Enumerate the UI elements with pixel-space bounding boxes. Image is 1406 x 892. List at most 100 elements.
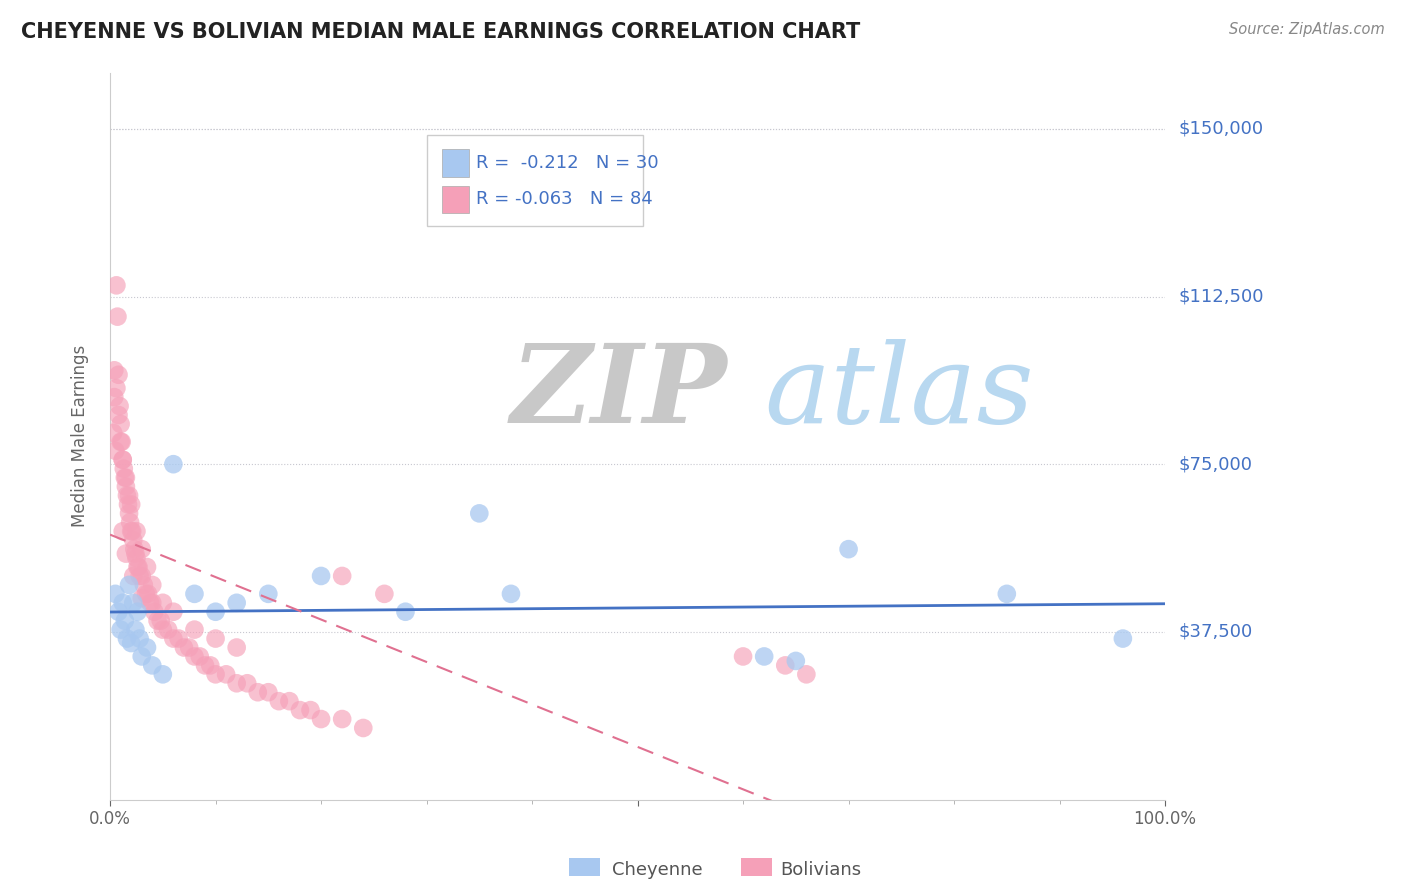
Point	[131, 542, 153, 557]
Point	[112, 461, 135, 475]
Point	[373, 587, 395, 601]
Point	[775, 658, 797, 673]
Point	[111, 452, 134, 467]
Point	[162, 457, 184, 471]
Point	[162, 632, 184, 646]
Point	[107, 408, 129, 422]
Point	[352, 721, 374, 735]
Point	[149, 614, 172, 628]
Point	[111, 434, 134, 449]
Point	[131, 569, 153, 583]
Point	[135, 587, 157, 601]
Point	[115, 479, 138, 493]
Point	[128, 569, 150, 583]
Point	[225, 676, 247, 690]
Point	[194, 658, 217, 673]
Point	[204, 605, 226, 619]
Point	[118, 507, 141, 521]
Point	[136, 587, 159, 601]
Point	[183, 649, 205, 664]
Point	[115, 488, 138, 502]
Point	[838, 542, 860, 557]
Point	[146, 614, 169, 628]
Point	[103, 425, 125, 440]
Point	[299, 703, 322, 717]
Point	[995, 587, 1018, 601]
Point	[309, 569, 332, 583]
Point	[128, 632, 150, 646]
Point	[152, 667, 174, 681]
Text: ZIP: ZIP	[510, 339, 727, 446]
Point	[136, 560, 159, 574]
Point	[120, 524, 142, 539]
Text: $75,000: $75,000	[1180, 455, 1253, 473]
Text: R = -0.063   N = 84: R = -0.063 N = 84	[477, 190, 652, 209]
Point	[105, 278, 128, 293]
Point	[225, 596, 247, 610]
Point	[115, 470, 138, 484]
Point	[204, 632, 226, 646]
Point	[115, 547, 138, 561]
Point	[124, 547, 146, 561]
Text: $150,000: $150,000	[1180, 120, 1264, 138]
Point	[754, 649, 776, 664]
Point	[733, 649, 755, 664]
Point	[114, 470, 136, 484]
Point	[162, 605, 184, 619]
Point	[468, 507, 491, 521]
Text: Bolivians: Bolivians	[780, 861, 862, 879]
Point	[110, 434, 132, 449]
Point	[141, 596, 163, 610]
Point	[257, 587, 280, 601]
Point	[173, 640, 195, 655]
Text: CHEYENNE VS BOLIVIAN MEDIAN MALE EARNINGS CORRELATION CHART: CHEYENNE VS BOLIVIAN MEDIAN MALE EARNING…	[21, 22, 860, 42]
Point	[110, 417, 132, 431]
Point	[183, 623, 205, 637]
Point	[288, 703, 311, 717]
Point	[107, 605, 129, 619]
Point	[132, 578, 155, 592]
Point	[188, 649, 211, 664]
Point	[118, 488, 141, 502]
Point	[108, 399, 131, 413]
Point	[152, 623, 174, 637]
Point	[1112, 632, 1135, 646]
Point	[120, 516, 142, 530]
Point	[179, 640, 201, 655]
Point	[131, 591, 153, 606]
Text: Cheyenne: Cheyenne	[612, 861, 702, 879]
Point	[107, 368, 129, 382]
Point	[122, 596, 145, 610]
Point	[785, 654, 807, 668]
Point	[122, 569, 145, 583]
Point	[104, 443, 127, 458]
Point	[127, 605, 149, 619]
FancyBboxPatch shape	[443, 186, 468, 213]
Point	[125, 524, 148, 539]
Point	[200, 658, 222, 673]
Point	[118, 578, 141, 592]
Point	[143, 605, 166, 619]
Point	[330, 569, 353, 583]
Point	[394, 605, 416, 619]
Point	[796, 667, 818, 681]
FancyBboxPatch shape	[426, 135, 643, 226]
Point	[110, 623, 132, 637]
Point	[499, 587, 522, 601]
Point	[330, 712, 353, 726]
Point	[120, 636, 142, 650]
Point	[107, 310, 129, 324]
Point	[225, 640, 247, 655]
Point	[236, 676, 259, 690]
Point	[120, 498, 142, 512]
Text: Source: ZipAtlas.com: Source: ZipAtlas.com	[1229, 22, 1385, 37]
Point	[139, 596, 162, 610]
Point	[157, 623, 180, 637]
Point	[117, 498, 139, 512]
Point	[115, 632, 138, 646]
Point	[215, 667, 238, 681]
Point	[141, 658, 163, 673]
Point	[105, 381, 128, 395]
Point	[136, 640, 159, 655]
Point	[167, 632, 190, 646]
